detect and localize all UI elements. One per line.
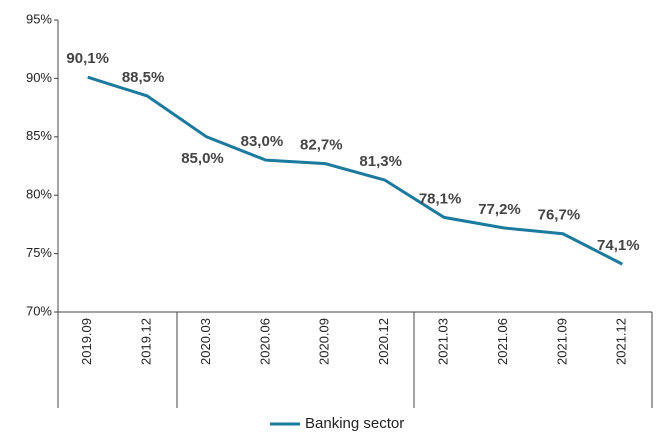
data-label: 83,0% [241, 133, 284, 150]
legend-label: Banking sector [305, 415, 404, 432]
x-tick-label: 2020.12 [376, 318, 391, 365]
x-tick-label: 2019.09 [79, 318, 94, 365]
y-tick-label: 95% [26, 11, 52, 26]
data-label: 85,0% [181, 150, 224, 167]
data-label: 78,1% [419, 190, 462, 207]
x-tick-label: 2021.03 [436, 318, 451, 365]
x-tick-label: 2020.09 [317, 318, 332, 365]
data-label: 74,1% [597, 237, 640, 254]
x-tick-label: 2019.12 [139, 318, 154, 365]
x-tick-label: 2021.09 [554, 318, 569, 365]
data-label: 81,3% [359, 153, 402, 170]
y-tick-label: 85% [26, 128, 52, 143]
line [87, 75, 623, 266]
data-label: 88,5% [122, 69, 165, 86]
y-tick-label: 90% [26, 70, 52, 85]
x-tick-label: 2020.06 [257, 318, 272, 365]
x-tick-label: 2021.06 [495, 318, 510, 365]
data-label: 76,7% [538, 207, 581, 224]
y-tick-label: 70% [26, 303, 52, 318]
data-label: 90,1% [66, 50, 109, 67]
data-label: 82,7% [300, 137, 343, 154]
y-tick-label: 75% [26, 245, 52, 260]
x-tick-label: 2021.12 [614, 318, 629, 365]
y-tick-label: 80% [26, 187, 52, 202]
x-tick-label: 2020.03 [198, 318, 213, 365]
data-label: 77,2% [478, 201, 521, 218]
